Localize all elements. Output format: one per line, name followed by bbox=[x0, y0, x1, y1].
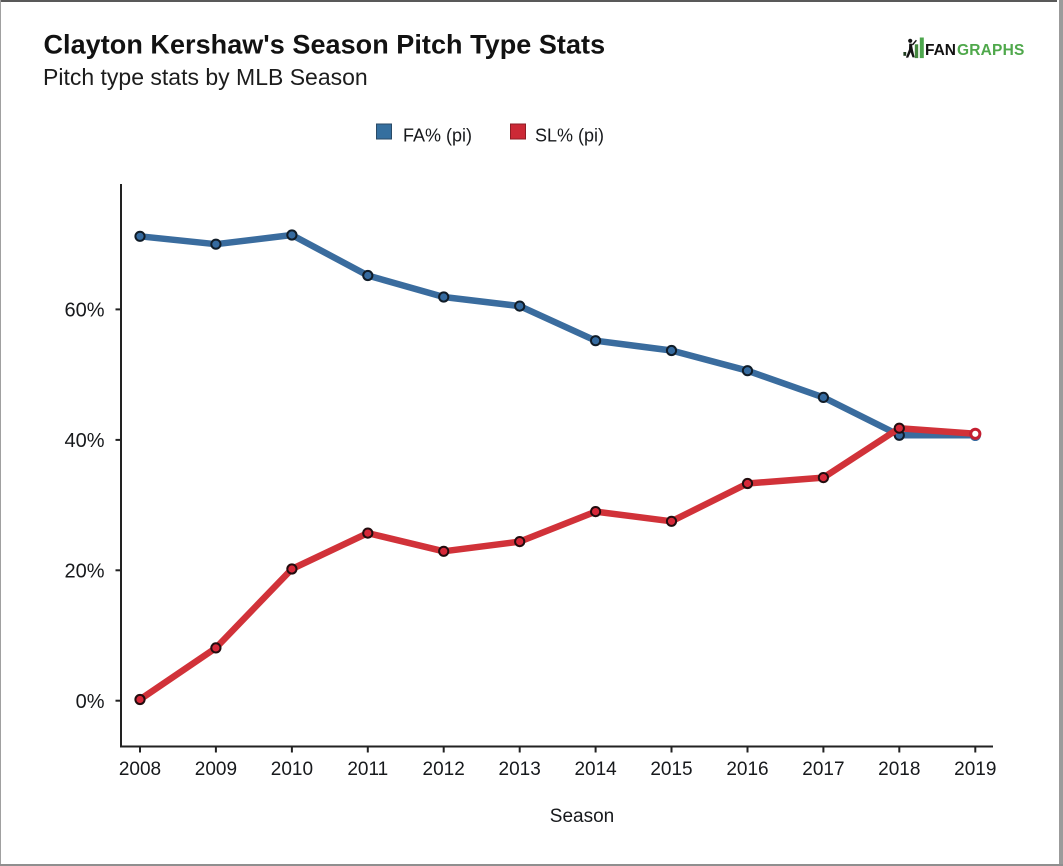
svg-text:40%: 40% bbox=[64, 430, 104, 452]
svg-text:0%: 0% bbox=[76, 691, 105, 713]
svg-text:60%: 60% bbox=[64, 300, 104, 322]
svg-text:Season: Season bbox=[550, 806, 614, 827]
svg-text:2014: 2014 bbox=[574, 759, 617, 780]
svg-text:2011: 2011 bbox=[347, 759, 388, 780]
svg-text:2018: 2018 bbox=[878, 759, 920, 780]
svg-text:2010: 2010 bbox=[271, 759, 313, 780]
svg-text:2015: 2015 bbox=[650, 759, 692, 780]
svg-text:SL% (pi): SL% (pi) bbox=[535, 126, 604, 146]
svg-text:20%: 20% bbox=[64, 561, 104, 583]
svg-text:2013: 2013 bbox=[499, 759, 541, 780]
svg-text:Clayton Kershaw's Season Pitch: Clayton Kershaw's Season Pitch Type Stat… bbox=[44, 30, 606, 60]
svg-text:2019: 2019 bbox=[954, 759, 996, 780]
svg-text:2012: 2012 bbox=[423, 759, 465, 780]
svg-text:GRAPHS: GRAPHS bbox=[957, 42, 1025, 59]
svg-text:2016: 2016 bbox=[726, 759, 768, 780]
svg-text:2017: 2017 bbox=[802, 759, 844, 780]
svg-text:2008: 2008 bbox=[119, 759, 161, 780]
svg-text:2009: 2009 bbox=[195, 759, 237, 780]
svg-text:FAN: FAN bbox=[925, 42, 956, 59]
svg-text:Pitch type stats by MLB Season: Pitch type stats by MLB Season bbox=[43, 64, 368, 90]
svg-text:FA% (pi): FA% (pi) bbox=[403, 126, 472, 146]
